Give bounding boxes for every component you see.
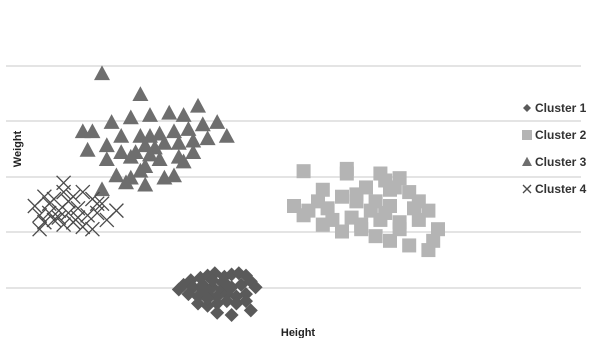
legend-item: Cluster 4 (523, 182, 587, 196)
data-point (80, 142, 96, 157)
data-point (57, 176, 71, 190)
legend-marker (523, 185, 531, 193)
data-point (132, 86, 148, 101)
legend-item: Cluster 3 (522, 155, 587, 169)
y-axis-label: Weight (12, 130, 24, 167)
data-point (369, 229, 383, 243)
data-point (161, 105, 177, 120)
data-point (311, 194, 325, 208)
data-point (42, 197, 56, 211)
data-point (94, 65, 110, 80)
legend-item: Cluster 1 (523, 101, 587, 115)
data-point (335, 190, 349, 204)
data-point (349, 194, 363, 208)
data-point (195, 116, 211, 131)
data-point (190, 98, 206, 113)
data-point (297, 208, 311, 222)
legend: Cluster 1 Cluster 2 Cluster 3 Cluster 4 (522, 101, 587, 196)
legend-marker (523, 104, 531, 112)
data-point (123, 109, 139, 124)
data-point (402, 238, 416, 252)
gridlines (6, 66, 581, 288)
legend-label: Cluster 2 (535, 128, 587, 142)
legend-label: Cluster 4 (535, 182, 587, 196)
legend-label: Cluster 3 (535, 155, 587, 169)
data-point (297, 164, 311, 178)
data-point (176, 107, 192, 122)
data-point (81, 208, 95, 222)
data-point (412, 194, 426, 208)
series-4 (28, 176, 124, 236)
data-point (33, 222, 47, 236)
data-point (99, 137, 115, 152)
series-2 (287, 162, 445, 257)
data-point (166, 123, 182, 138)
data-point (180, 121, 196, 136)
data-point (85, 222, 99, 236)
data-point (378, 206, 392, 220)
legend-item: Cluster 2 (522, 128, 587, 142)
data-point (373, 167, 387, 181)
data-point (109, 204, 123, 218)
data-point (340, 167, 354, 181)
data-point (142, 107, 158, 122)
data-point (37, 190, 51, 204)
data-point (383, 234, 397, 248)
data-point (388, 180, 402, 194)
legend-marker (522, 130, 532, 140)
legend-marker (522, 157, 532, 166)
x-axis-label: Height (281, 327, 316, 338)
data-point (219, 128, 235, 143)
data-point (354, 222, 368, 236)
plot-area (28, 65, 445, 322)
data-point (200, 130, 216, 145)
data-point (99, 151, 115, 166)
data-point (108, 167, 124, 182)
data-point (94, 181, 110, 196)
legend-label: Cluster 1 (535, 101, 587, 115)
data-point (335, 225, 349, 239)
data-point (426, 234, 440, 248)
data-point (316, 218, 330, 232)
data-point (113, 128, 129, 143)
data-point (137, 177, 153, 192)
data-point (412, 213, 426, 227)
series-1 (172, 266, 263, 322)
